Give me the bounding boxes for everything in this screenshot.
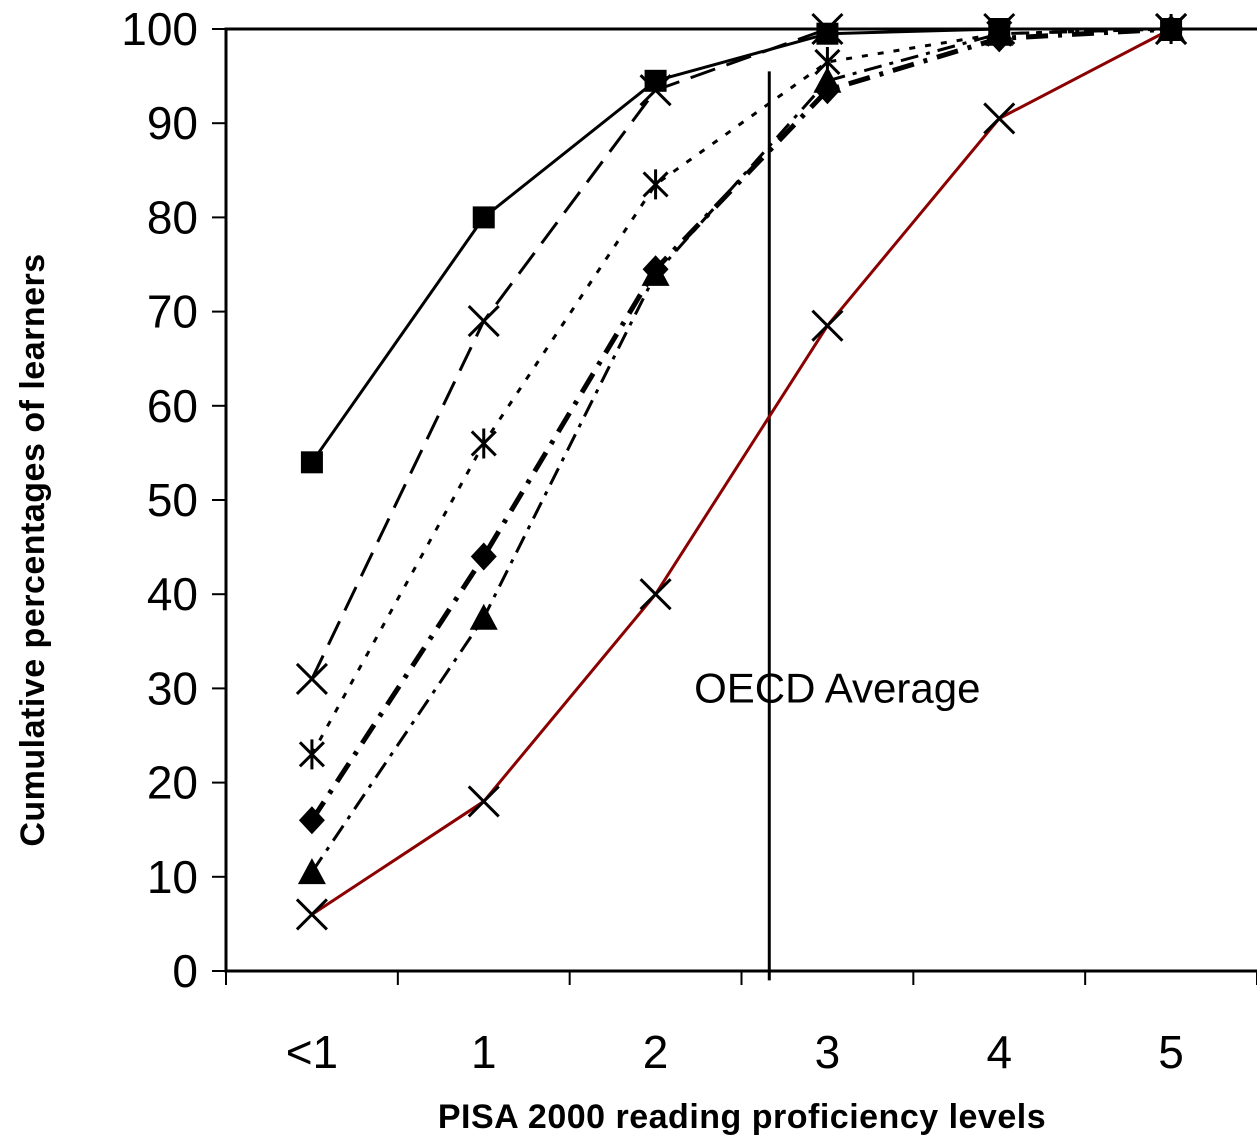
x-tick-label: 5 bbox=[1158, 1026, 1184, 1078]
y-tick-label: 60 bbox=[147, 380, 198, 432]
series-1-point bbox=[472, 206, 495, 229]
y-tick-label: 30 bbox=[147, 662, 198, 714]
series-5-point bbox=[813, 66, 842, 93]
series-5-point bbox=[985, 19, 1014, 46]
x-tick-label: <1 bbox=[286, 1026, 338, 1078]
y-axis-title: Cumulative percentages of learners bbox=[14, 253, 52, 846]
y-tick-label: 90 bbox=[147, 97, 198, 149]
y-tick-label: 40 bbox=[147, 568, 198, 620]
oecd-average-label: OECD Average bbox=[694, 665, 980, 712]
series-1-point bbox=[300, 451, 323, 474]
series-6-point bbox=[467, 785, 500, 818]
axis-ticks bbox=[212, 28, 1257, 985]
series-6-point bbox=[983, 102, 1016, 135]
series-3-point bbox=[298, 739, 325, 770]
y-tick-label: 20 bbox=[147, 757, 198, 809]
series-line-2 bbox=[310, 27, 1172, 680]
series-6-point bbox=[1155, 12, 1188, 46]
x-axis-title: PISA 2000 reading proficiency levels bbox=[438, 1098, 1046, 1136]
series-5-point bbox=[641, 259, 670, 286]
marker-layer bbox=[295, 12, 1188, 931]
series-2-point bbox=[811, 12, 844, 46]
series-6-point bbox=[811, 309, 844, 342]
series-line-1 bbox=[310, 27, 1172, 464]
series-4-point bbox=[470, 542, 497, 571]
plot-area bbox=[224, 27, 1257, 973]
x-tick-label: 4 bbox=[986, 1026, 1012, 1078]
x-tick-label: 3 bbox=[815, 1026, 841, 1078]
series-line-6 bbox=[311, 27, 1172, 916]
y-tick-label: 10 bbox=[147, 851, 198, 903]
y-tick-label: 0 bbox=[172, 945, 198, 997]
y-tick-label: 50 bbox=[147, 474, 198, 526]
series-layer bbox=[309, 26, 1172, 916]
oecd-average-line-group: OECD Average bbox=[694, 71, 980, 981]
series-line-3 bbox=[310, 27, 1172, 756]
series-6-point bbox=[639, 578, 672, 611]
y-tick-label: 70 bbox=[147, 286, 198, 338]
y-tick-label: 100 bbox=[121, 3, 198, 55]
series-2-point bbox=[295, 662, 328, 696]
series-line-4 bbox=[309, 26, 1172, 822]
series-2-point bbox=[639, 74, 672, 107]
series-line-5 bbox=[310, 27, 1172, 873]
x-tick-label: 1 bbox=[471, 1026, 497, 1078]
series-5-point bbox=[297, 858, 326, 885]
x-tick-label: 2 bbox=[643, 1026, 669, 1078]
series-2-point bbox=[467, 304, 500, 338]
y-tick-label: 80 bbox=[147, 191, 198, 243]
y-tick-labels: 0 10 20 30 40 50 60 70 80 90 100 bbox=[121, 3, 198, 997]
series-3-point bbox=[642, 169, 669, 200]
series-3-point bbox=[470, 428, 497, 459]
series-1-point bbox=[816, 22, 839, 45]
series-4-point bbox=[298, 806, 325, 835]
series-6-point bbox=[295, 898, 328, 931]
x-tick-labels: <1 1 2 3 4 5 bbox=[286, 1026, 1184, 1078]
plot-frame bbox=[224, 27, 1257, 973]
series-5-point bbox=[469, 603, 498, 630]
